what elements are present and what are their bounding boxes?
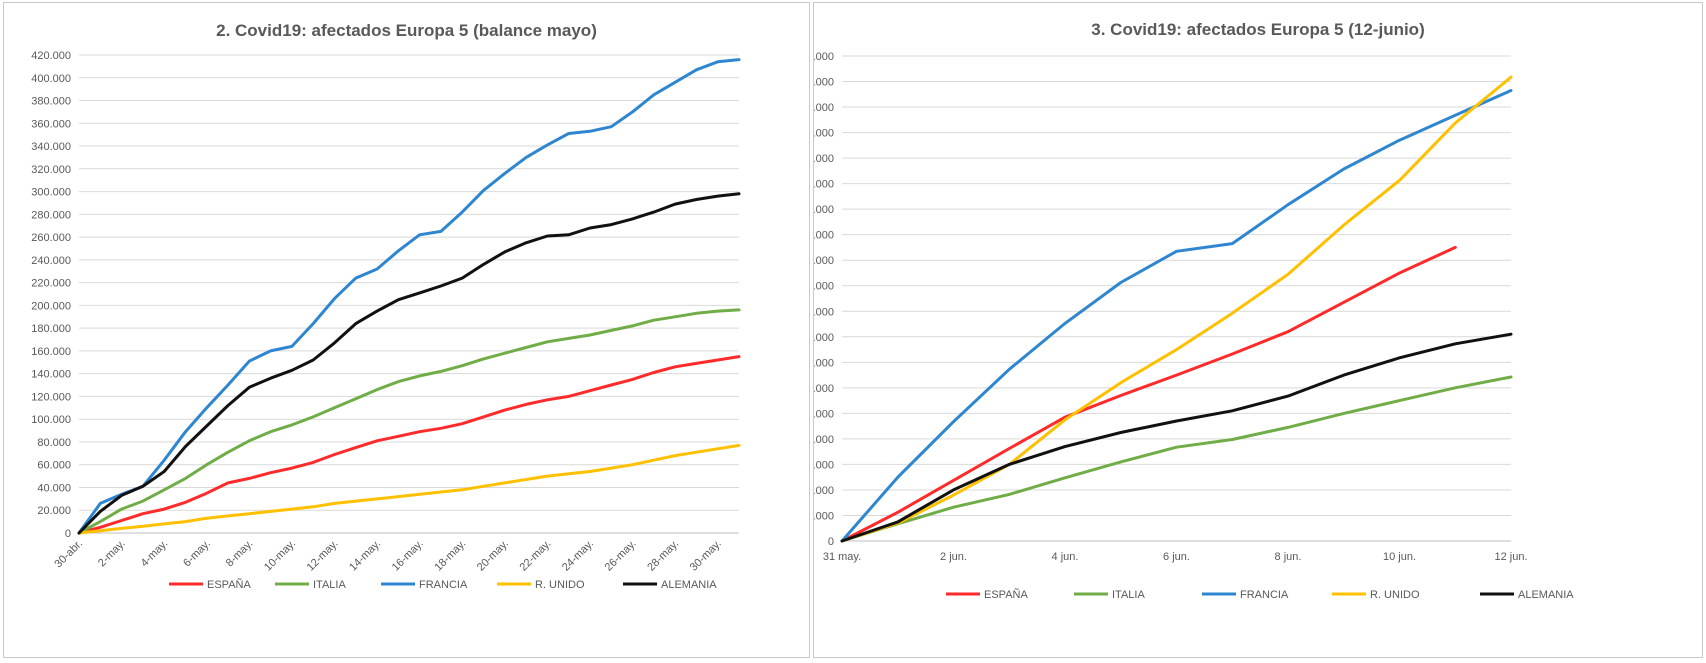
x-tick-label: 16-may. (390, 538, 426, 574)
x-tick-label: 18-may. (432, 538, 468, 574)
y-tick-label: 72.000 (814, 77, 834, 89)
x-tick-label: 20-may. (475, 538, 511, 574)
legend-label: ITALIA (313, 579, 346, 591)
y-tick-label: 320.000 (31, 164, 71, 176)
series-line (77, 443, 741, 535)
y-tick-label: 16.000 (814, 434, 834, 446)
y-tick-label: 160.000 (31, 346, 71, 358)
legend-label: R. UNIDO (1370, 589, 1420, 601)
y-tick-label: 32.000 (814, 332, 834, 344)
y-tick-label: 40.000 (814, 281, 834, 293)
y-tick-label: 80.000 (37, 437, 71, 449)
chart-left: 2. Covid19: afectados Europa 5 (balance … (31, 21, 741, 591)
y-tick-label: 76.000 (814, 51, 834, 63)
series-line (77, 308, 741, 535)
series-line (840, 89, 1513, 543)
x-tick-label: 30-abr. (52, 538, 85, 571)
y-tick-label: 260.000 (31, 232, 71, 244)
y-tick-label: 180.000 (31, 323, 71, 335)
y-tick-label: 420.000 (31, 50, 71, 62)
chart-panel-left: 2. Covid19: afectados Europa 5 (balance … (3, 2, 810, 658)
y-tick-label: 60.000 (814, 153, 834, 165)
x-tick-label: 4 jun. (1052, 551, 1079, 563)
y-tick-label: 0 (65, 528, 71, 540)
y-tick-label: 220.000 (31, 278, 71, 290)
x-tick-label: 8-may. (224, 538, 256, 570)
y-tick-label: 12.000 (814, 459, 834, 471)
x-tick-label: 30-may. (688, 538, 724, 574)
y-tick-label: 100.000 (31, 414, 71, 426)
y-tick-label: 360.000 (31, 118, 71, 130)
y-tick-label: 120.000 (31, 391, 71, 403)
y-tick-label: 20.000 (37, 505, 71, 517)
legend-label: ESPAÑA (984, 588, 1028, 601)
x-tick-label: 10-may. (262, 538, 298, 574)
x-tick-label: 12-may. (305, 538, 341, 574)
x-tick-label: 10 jun. (1383, 551, 1416, 563)
x-tick-label: 26-may. (603, 538, 639, 574)
chart-title: 3. Covid19: afectados Europa 5 (12-junio… (1091, 20, 1424, 39)
legend-label: ITALIA (1112, 589, 1145, 601)
y-tick-label: 40.000 (37, 482, 71, 494)
y-tick-label: 44.000 (814, 255, 834, 267)
x-tick-label: 22-may. (518, 538, 554, 574)
x-tick-label: 8 jun. (1275, 551, 1302, 563)
y-tick-label: 140.000 (31, 369, 71, 381)
x-tick-label: 24-may. (560, 538, 596, 574)
y-tick-label: 20.000 (814, 408, 834, 420)
x-tick-label: 14-may. (347, 538, 383, 574)
legend-label: ALEMANIA (1518, 589, 1574, 601)
y-tick-label: 52.000 (814, 204, 834, 216)
series-line (77, 355, 741, 535)
series-line (840, 375, 1513, 543)
series-line (840, 75, 1513, 543)
y-tick-label: 400.000 (31, 73, 71, 85)
legend-label: FRANCIA (1240, 589, 1289, 601)
x-tick-label: 6 jun. (1163, 551, 1190, 563)
y-tick-label: 68.000 (814, 102, 834, 114)
chart-title: 2. Covid19: afectados Europa 5 (balance … (216, 21, 597, 40)
y-tick-label: 36.000 (814, 306, 834, 318)
legend-label: FRANCIA (419, 579, 468, 591)
legend-label: R. UNIDO (535, 579, 585, 591)
chart-panel-right: 3. Covid19: afectados Europa 5 (12-junio… (813, 2, 1703, 658)
y-tick-label: 4.000 (814, 510, 834, 522)
legend-label: ESPAÑA (207, 578, 251, 591)
y-tick-label: 60.000 (37, 460, 71, 472)
y-tick-label: 0 (828, 536, 834, 548)
y-tick-label: 28.000 (814, 357, 834, 369)
series-line (77, 58, 741, 535)
y-tick-label: 200.000 (31, 300, 71, 312)
y-tick-label: 240.000 (31, 255, 71, 267)
y-tick-label: 48.000 (814, 230, 834, 242)
series-line (77, 192, 741, 535)
chart-right: 3. Covid19: afectados Europa 5 (12-junio… (814, 20, 1574, 601)
legend-label: ALEMANIA (661, 579, 717, 591)
y-tick-label: 380.000 (31, 96, 71, 108)
y-tick-label: 64.000 (814, 128, 834, 140)
y-tick-label: 56.000 (814, 179, 834, 191)
series-line (840, 245, 1457, 543)
y-tick-label: 24.000 (814, 383, 834, 395)
x-tick-label: 2 jun. (940, 551, 967, 563)
x-tick-label: 2-may. (96, 538, 128, 570)
x-tick-label: 6-may. (181, 538, 213, 570)
x-tick-label: 12 jun. (1494, 551, 1527, 563)
x-tick-label: 28-may. (645, 538, 681, 574)
y-tick-label: 8.000 (814, 485, 834, 497)
y-tick-label: 300.000 (31, 187, 71, 199)
series-line (840, 332, 1513, 543)
y-tick-label: 280.000 (31, 209, 71, 221)
x-tick-label: 31 may. (823, 551, 861, 563)
x-tick-label: 4-may. (139, 538, 171, 570)
y-tick-label: 340.000 (31, 141, 71, 153)
